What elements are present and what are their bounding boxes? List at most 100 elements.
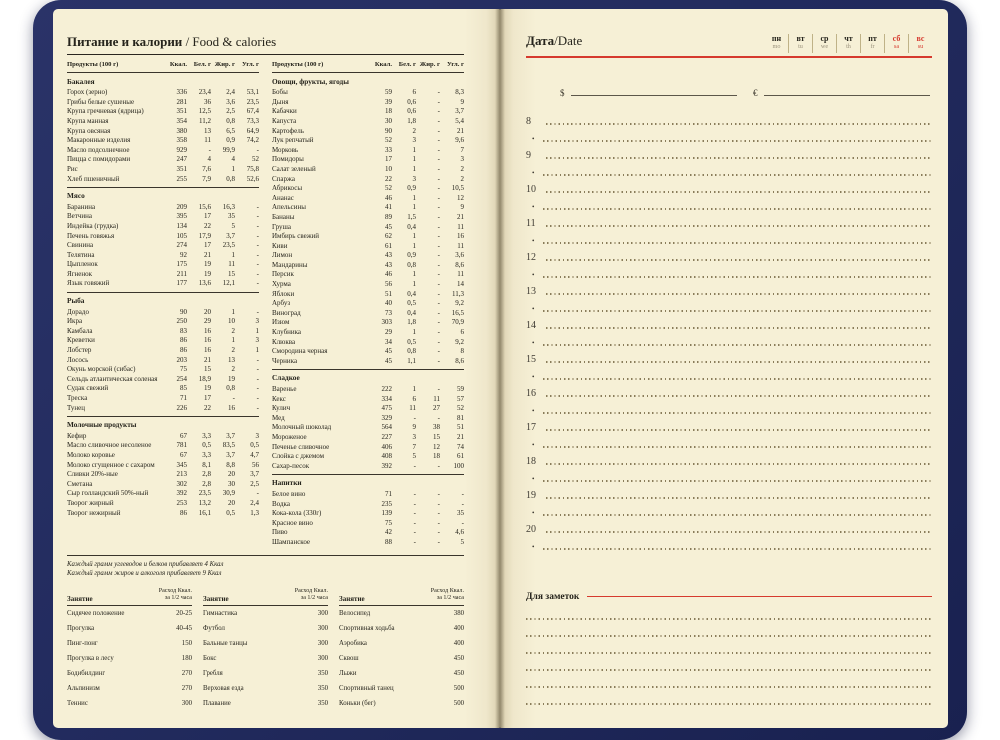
table-cell: 392 — [176, 489, 188, 498]
table-cell: - — [437, 88, 440, 97]
table-cell: - — [256, 374, 259, 383]
activity-row: Пинг-понг 150 — [67, 636, 192, 651]
date-header: Дата/Date пн mo вт tu ср we чт th пт fr сб sa вс su — [526, 33, 932, 53]
table-cell: 5 — [460, 537, 465, 546]
table-cell: 408 — [381, 452, 393, 461]
table-row: Спаржа 22 3 - 2 — [272, 175, 464, 185]
table-row: Цыпленок 175 19 11 - — [67, 260, 259, 270]
half-hour-dotted-line — [543, 446, 932, 448]
table-cell: Лосось — [67, 355, 89, 364]
activity-group-1: Занятие Расход Ккал. за 1/2 часа Сидячее по… — [67, 588, 192, 711]
table-cell: Кефир — [67, 431, 87, 440]
table-header-cell: Бел. г — [193, 61, 211, 68]
activity-row: Прогулка в лесу 180 — [67, 651, 192, 666]
table-cell: 17 — [204, 241, 211, 250]
table-cell: 3,7 — [455, 107, 464, 116]
table-row: Мороженое 227 3 15 21 — [272, 433, 464, 443]
activity-row: Коньки (бег) 500 — [339, 696, 464, 711]
table-cell: Крупа овсяная — [67, 126, 111, 135]
table-cell: Пиво — [272, 528, 288, 537]
table-cell: Судак свежий — [67, 384, 109, 393]
section-title: Рыба — [67, 292, 259, 308]
table-row: Крупа гречневая (ядрица) 351 12,5 2,5 67,4 — [67, 107, 259, 117]
note-line — [526, 622, 932, 639]
table-cell: 52 — [457, 404, 464, 413]
dollar-sign: $ — [560, 87, 565, 98]
table-cell: Мед — [272, 413, 285, 422]
table-cell: - — [437, 413, 440, 422]
table-cell: 1,5 — [407, 212, 416, 221]
activity-group-2: Занятие Расход Ккал. за 1/2 часа Гимнастика… — [203, 588, 328, 711]
table-cell: 51 — [385, 289, 392, 298]
day-ru-label: чт — [844, 34, 853, 43]
table-cell: - — [437, 461, 440, 470]
activity-header-row: Занятие Расход Ккал. за 1/2 часа — [67, 588, 192, 606]
table-cell: 2,4 — [250, 498, 259, 507]
hour-dotted-line — [546, 395, 932, 397]
activity-name: Спортивная ходьба — [339, 624, 395, 632]
table-cell: 253 — [176, 498, 188, 507]
table-cell: 53,1 — [246, 88, 259, 97]
table-cell: - — [461, 518, 464, 527]
note-line — [526, 639, 932, 656]
table-cell: 15,6 — [198, 202, 211, 211]
table-cell: 226 — [176, 403, 188, 412]
table-cell: Молочный шоколад — [272, 423, 332, 432]
half-hour-row: • — [526, 229, 932, 246]
table-cell: 52,6 — [246, 174, 259, 183]
half-hour-dotted-line — [543, 242, 932, 244]
note-line — [526, 656, 932, 673]
hour-label: 18 — [526, 455, 536, 467]
table-cell: 209 — [176, 202, 188, 211]
table-cell: Сливки 20%-ные — [67, 470, 118, 479]
table-cell: - — [437, 155, 440, 164]
table-cell: 73 — [385, 308, 392, 317]
activity-row: Сидячее положение 20-25 — [67, 606, 192, 621]
table-cell: 41 — [385, 203, 392, 212]
table-cell: 2,5 — [250, 479, 259, 488]
table-cell: 29 — [204, 317, 211, 326]
table-cell: - — [437, 251, 440, 260]
notes-header: Для заметок — [526, 592, 932, 602]
activity-kcal: 300 — [317, 654, 328, 662]
hour-row: 13 — [526, 280, 932, 297]
table-cell: 19 — [228, 374, 235, 383]
table-cell: 1 — [255, 346, 260, 355]
hour-label: 14 — [526, 319, 536, 331]
table-cell: - — [437, 518, 440, 527]
table-cell: - — [413, 489, 416, 498]
table-row: Бананы 89 1,5 - 21 — [272, 213, 464, 223]
table-cell: 1 — [412, 385, 417, 393]
notes-label: Для заметок — [526, 591, 580, 602]
table-cell: 92 — [180, 250, 187, 259]
table-cell: 3 — [412, 136, 417, 145]
activity-kcal: 40-45 — [176, 624, 192, 632]
table-cell: - — [437, 241, 440, 250]
table-cell: 11,3 — [452, 289, 464, 298]
table-cell: 67 — [180, 431, 187, 440]
table-cell: 19 — [204, 269, 211, 278]
table-cell: Творог жирный — [67, 498, 114, 507]
table-row: Индейка (грудка) 134 22 5 - — [67, 222, 259, 232]
table-cell: Телятина — [67, 250, 95, 259]
table-cell: 19 — [204, 384, 211, 393]
page-title-ru: Питание и калории — [67, 34, 183, 49]
table-cell: 61 — [385, 241, 392, 250]
table-cell: 30 — [228, 479, 235, 488]
activity-row: Теннис 300 — [67, 696, 192, 711]
table-row: Водка 235 - - - — [272, 500, 464, 510]
table-cell: 17 — [204, 212, 211, 221]
table-row: Ананас 46 1 - 12 — [272, 194, 464, 204]
table-cell: 73,3 — [246, 116, 259, 125]
table-cell: 4,7 — [250, 450, 259, 459]
table-cell: 71 — [385, 489, 392, 498]
table-header-cell: Жир. г — [214, 61, 235, 68]
euro-write-line — [763, 94, 930, 96]
table-row: Язык говяжий 177 13,6 12,1 - — [67, 279, 259, 289]
activity-col-label: Занятие — [203, 594, 229, 603]
table-cell: 7 — [460, 145, 465, 154]
table-cell: Абрикосы — [272, 184, 303, 193]
hour-row: 17 — [526, 416, 932, 433]
activity-kcal: 300 — [181, 699, 192, 707]
table-cell: - — [437, 347, 440, 356]
